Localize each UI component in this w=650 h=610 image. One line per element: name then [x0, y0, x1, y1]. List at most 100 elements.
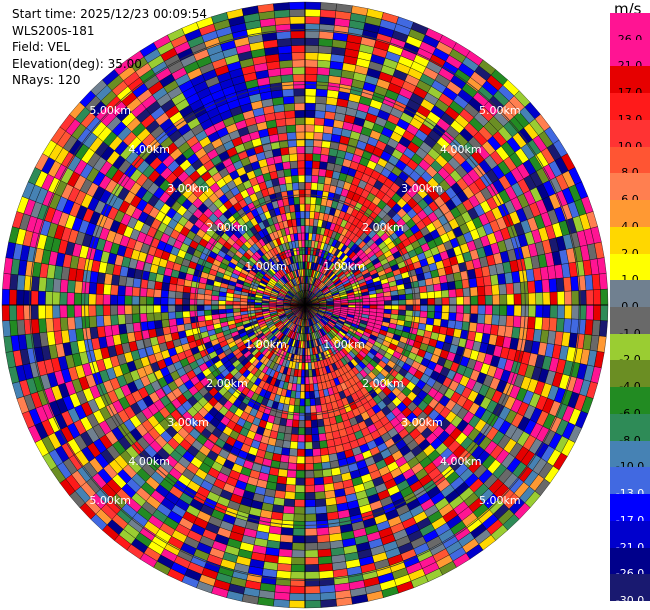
velocity-gate [383, 295, 392, 301]
velocity-gate [323, 118, 335, 128]
velocity-gate [30, 290, 39, 306]
velocity-gate [103, 315, 112, 327]
velocity-gate [288, 204, 296, 213]
velocity-gate [315, 404, 323, 413]
velocity-gate [59, 317, 69, 331]
velocity-gate [304, 16, 321, 25]
velocity-gate [304, 535, 318, 544]
velocity-gate [276, 38, 292, 47]
velocity-gate [420, 298, 428, 306]
velocity-gate [182, 292, 191, 300]
velocity-gate [218, 313, 227, 319]
velocity-gate [273, 9, 291, 19]
velocity-gate [304, 153, 314, 162]
velocity-gate [317, 175, 326, 185]
velocity-gate [304, 196, 311, 205]
velocity-gate [146, 304, 154, 314]
velocity-gate [124, 313, 133, 325]
velocity-gate [293, 405, 300, 414]
velocity-gate [296, 448, 306, 457]
velocity-gate [527, 316, 536, 330]
velocity-gate [124, 295, 133, 306]
velocity-gate [440, 319, 449, 328]
velocity-gate [304, 30, 320, 39]
velocity-gate [304, 564, 320, 573]
velocity-gate [304, 585, 321, 594]
velocity-gate [447, 319, 456, 329]
velocity-gate [593, 289, 601, 306]
velocity-gate [304, 434, 313, 443]
velocity-gate [279, 183, 288, 193]
velocity-gate [286, 131, 297, 141]
velocity-gate [391, 299, 399, 306]
velocity-gate [288, 146, 298, 155]
velocity-gate [167, 311, 177, 320]
velocity-gate [571, 290, 580, 306]
velocity-gate [280, 527, 294, 536]
velocity-gate [153, 312, 162, 321]
velocity-gate [232, 304, 241, 309]
velocity-gate [211, 313, 220, 320]
velocity-gate [296, 225, 302, 234]
velocity-gate [196, 299, 205, 306]
velocity-gate [376, 300, 385, 306]
velocity-gate [304, 477, 315, 486]
velocity-gate [285, 182, 294, 192]
velocity-gate [281, 154, 291, 163]
velocity-gate [304, 218, 310, 226]
velocity-gate [398, 309, 407, 316]
velocity-gate [304, 492, 316, 500]
velocity-gate [548, 317, 558, 332]
velocity-gate [304, 441, 313, 450]
velocity-gate [160, 297, 169, 306]
velocity-gate [585, 289, 594, 306]
velocity-gate [362, 301, 371, 306]
velocity-gate [124, 285, 133, 297]
velocity-gate [117, 314, 126, 325]
velocity-gate [204, 314, 213, 322]
velocity-gate [16, 319, 26, 336]
velocity-gate [218, 309, 227, 315]
velocity-gate [304, 1, 322, 10]
velocity-gate [310, 419, 318, 428]
velocity-gate [95, 282, 105, 295]
velocity-gate [67, 279, 76, 294]
velocity-gate [295, 484, 306, 493]
velocity-gate [292, 419, 300, 428]
velocity-gate [362, 298, 370, 303]
velocity-gate [297, 441, 306, 450]
velocity-gate [38, 318, 47, 334]
velocity-gate [183, 322, 193, 331]
velocity-gate [298, 412, 306, 421]
velocity-gate [37, 290, 46, 306]
velocity-gate [304, 117, 315, 126]
velocity-gate [296, 456, 306, 464]
velocity-gate [147, 320, 156, 331]
velocity-gate [311, 167, 320, 177]
velocity-gate [175, 284, 185, 293]
velocity-gate [299, 398, 306, 407]
velocity-gate [285, 477, 297, 486]
velocity-gate [313, 390, 320, 399]
velocity-gate [316, 67, 331, 76]
velocity-gate [124, 304, 133, 315]
velocity-gate [591, 319, 601, 337]
velocity-gate [441, 297, 450, 306]
velocity-gate [318, 563, 334, 572]
velocity-gate [317, 541, 331, 551]
velocity-gate [211, 309, 220, 315]
velocity-gate [304, 211, 311, 219]
velocity-gate [304, 45, 319, 53]
velocity-gate [304, 369, 309, 378]
velocity-gate [292, 182, 300, 191]
velocity-gate [412, 298, 421, 306]
velocity-gate [131, 304, 140, 315]
velocity-gate [277, 45, 292, 55]
velocity-gate [320, 599, 337, 608]
velocity-gate [309, 390, 315, 399]
velocity-gate [304, 484, 315, 493]
velocity-gate [232, 301, 241, 306]
velocity-gate [563, 276, 572, 292]
velocity-gate [315, 88, 328, 98]
